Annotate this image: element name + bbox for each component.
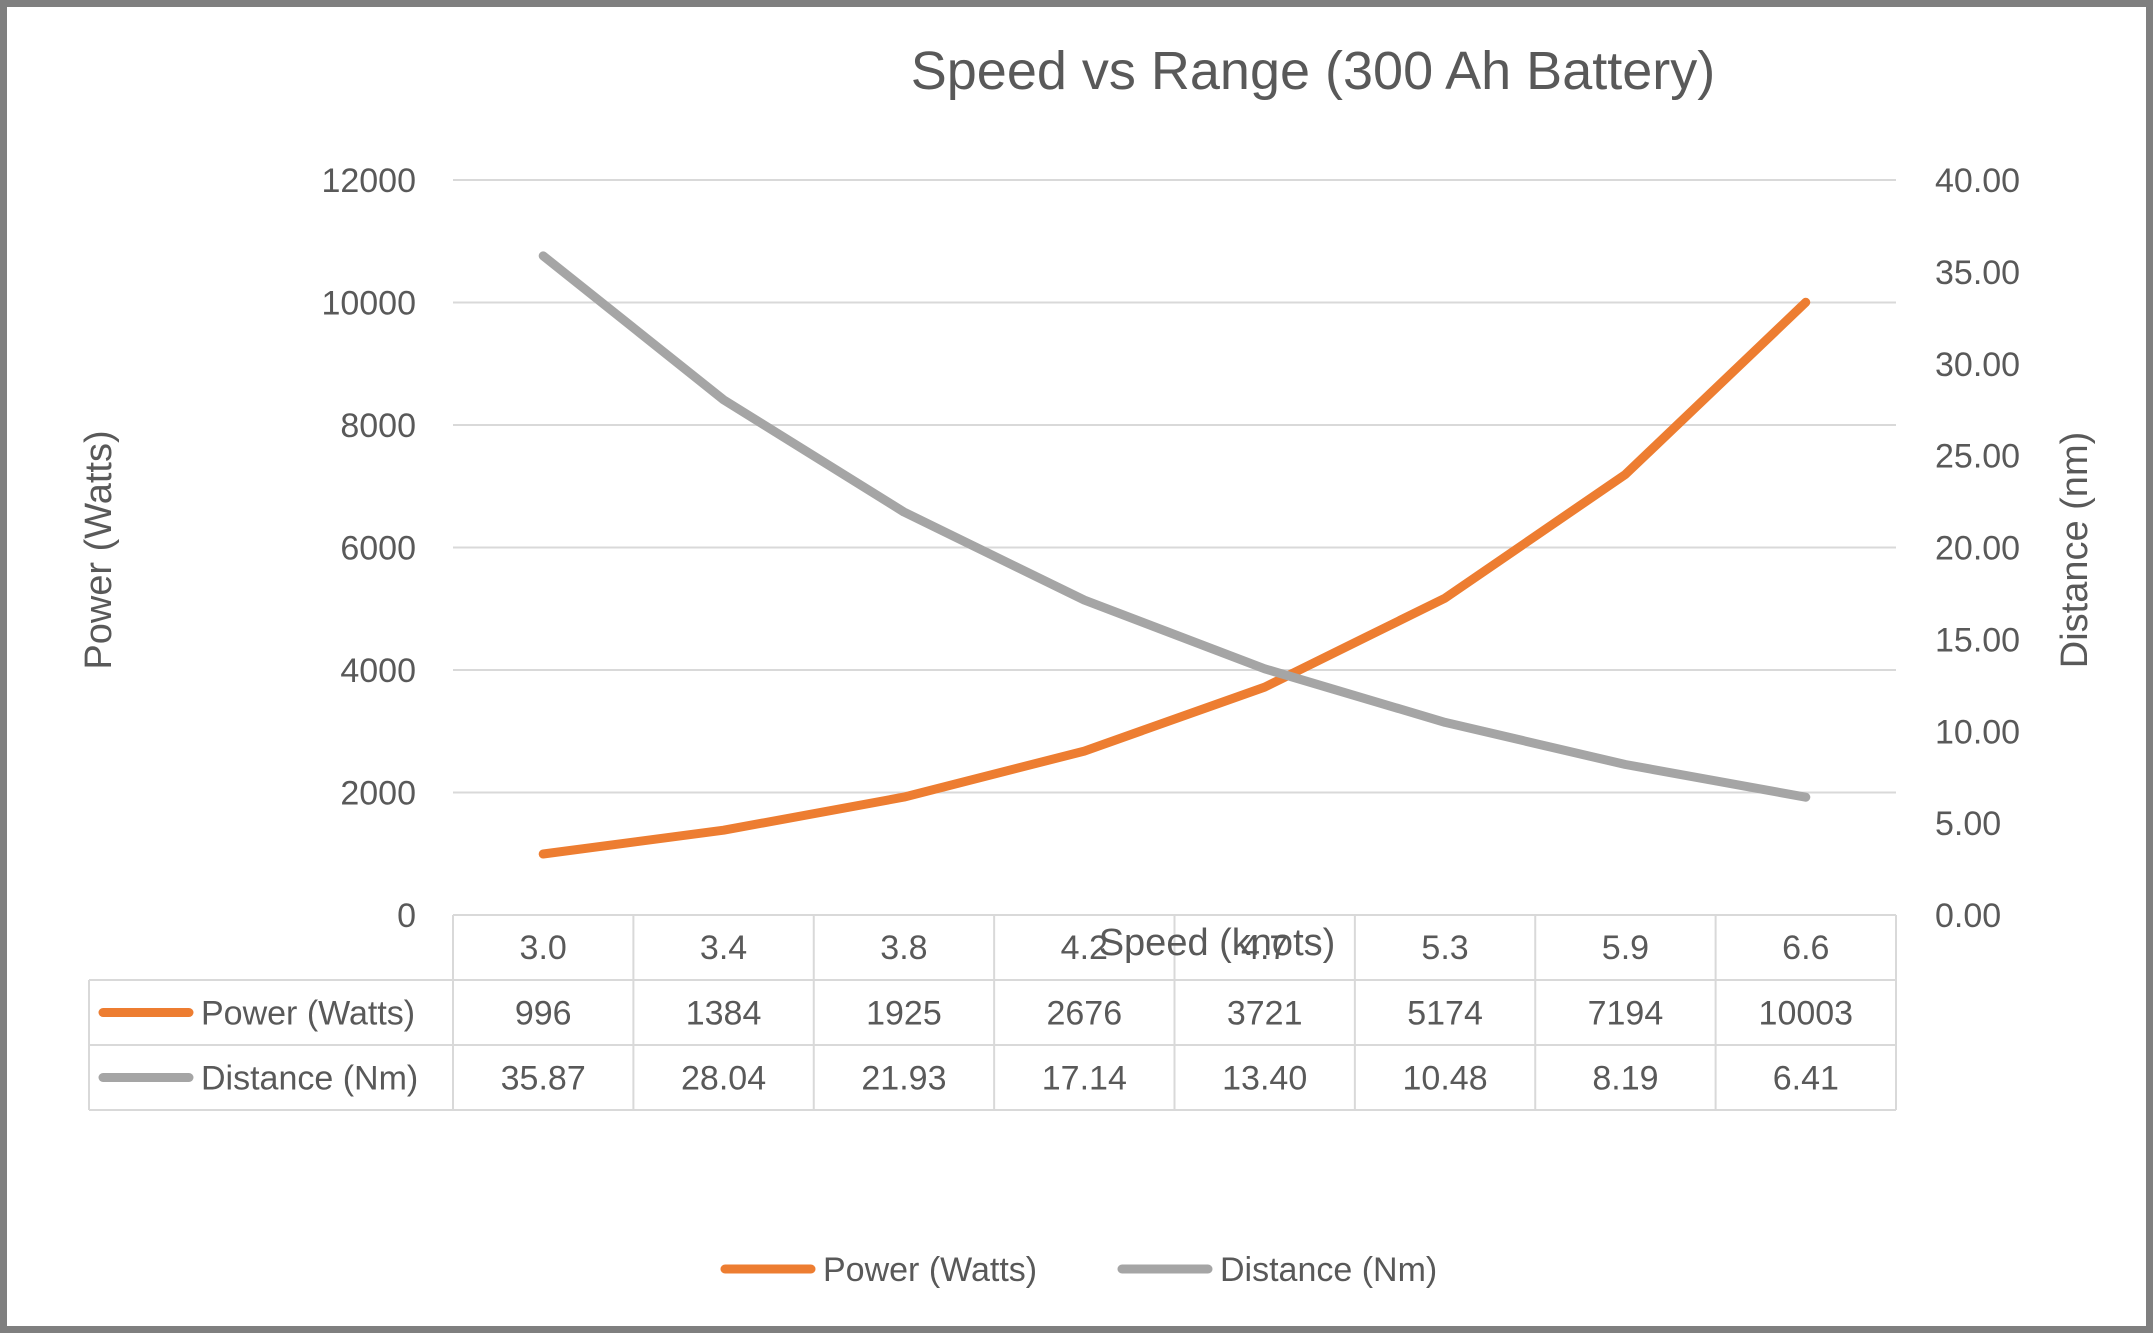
right-axis-tick-label: 35.00 — [1935, 254, 2020, 292]
left-axis-tick-label: 2000 — [340, 775, 416, 813]
table-value: 996 — [515, 995, 572, 1033]
table-value: 1925 — [866, 995, 942, 1033]
right-axis-ticks: 0.00 5.00 10.00 15.00 20.00 25.00 30.00 35.00 40… — [1935, 162, 2020, 935]
table-series-name: Distance (Nm) — [201, 1060, 418, 1098]
right-axis-tick-label: 5.00 — [1935, 805, 2001, 843]
right-axis-tick-label: 15.00 — [1935, 621, 2020, 659]
right-axis-tick-label: 40.00 — [1935, 162, 2020, 200]
left-axis-tick-label: 12000 — [321, 162, 416, 200]
data-table: 3.0 3.4 3.8 4.2 4.7 5.3 5.9 6.6 Power (Watts) 996… — [88, 914, 1897, 1111]
legend: Power (Watts) Distance (Nm) — [720, 1251, 1437, 1289]
left-axis-tick-label: 10000 — [321, 285, 416, 323]
table-value: 7194 — [1588, 995, 1664, 1033]
series-line — [538, 297, 1811, 859]
x-category-label: 5.3 — [1421, 929, 1468, 967]
series-lines — [538, 251, 1811, 859]
table-value: 8.19 — [1592, 1060, 1658, 1098]
right-axis-tick-label: 20.00 — [1935, 530, 2020, 568]
table-value: 10003 — [1759, 995, 1854, 1033]
right-axis-tick-label: 25.00 — [1935, 438, 2020, 476]
left-axis-tick-label: 0 — [397, 897, 416, 935]
x-category-label: 3.0 — [520, 929, 567, 967]
x-category-label: 3.8 — [880, 929, 927, 967]
y-axis-title: Power (Watts) — [78, 430, 120, 669]
table-value: 35.87 — [501, 1060, 586, 1098]
table-value: 6.41 — [1773, 1060, 1839, 1098]
legend-label: Distance (Nm) — [1220, 1251, 1437, 1289]
left-axis-tick-label: 4000 — [340, 652, 416, 690]
x-category-label: 4.7 — [1241, 929, 1288, 967]
x-category-label: 4.2 — [1061, 929, 1108, 967]
table-value: 5174 — [1407, 995, 1483, 1033]
table-value: 3721 — [1227, 995, 1303, 1033]
table-value: 13.40 — [1222, 1060, 1307, 1098]
x-category-label: 5.9 — [1602, 929, 1649, 967]
left-axis-tick-label: 8000 — [340, 407, 416, 445]
table-series-name: Power (Watts) — [201, 995, 415, 1033]
left-axis-tick-label: 6000 — [340, 530, 416, 568]
table-value: 1384 — [686, 995, 762, 1033]
chart-svg: Speed vs Range (300 Ah Battery) 0 2000 400… — [78, 41, 2096, 1289]
chart-title: Speed vs Range (300 Ah Battery) — [911, 41, 1716, 101]
table-value: 17.14 — [1042, 1060, 1127, 1098]
x-axis-title: Speed (knots) — [1099, 922, 1336, 964]
left-axis-ticks: 0 2000 4000 6000 8000 10000 12000 — [321, 162, 416, 935]
y2-axis-title: Distance (nm) — [2054, 432, 2096, 669]
x-category-label: 6.6 — [1782, 929, 1829, 967]
series-line — [538, 251, 1811, 802]
table-value: 28.04 — [681, 1060, 766, 1098]
gridlines — [453, 179, 1896, 794]
legend-label: Power (Watts) — [823, 1251, 1037, 1289]
table-value: 2676 — [1046, 995, 1122, 1033]
right-axis-tick-label: 0.00 — [1935, 897, 2001, 935]
table-value: 10.48 — [1403, 1060, 1488, 1098]
x-category-label: 3.4 — [700, 929, 747, 967]
table-value: 21.93 — [861, 1060, 946, 1098]
right-axis-tick-label: 10.00 — [1935, 713, 2020, 751]
right-axis-tick-label: 30.00 — [1935, 346, 2020, 384]
